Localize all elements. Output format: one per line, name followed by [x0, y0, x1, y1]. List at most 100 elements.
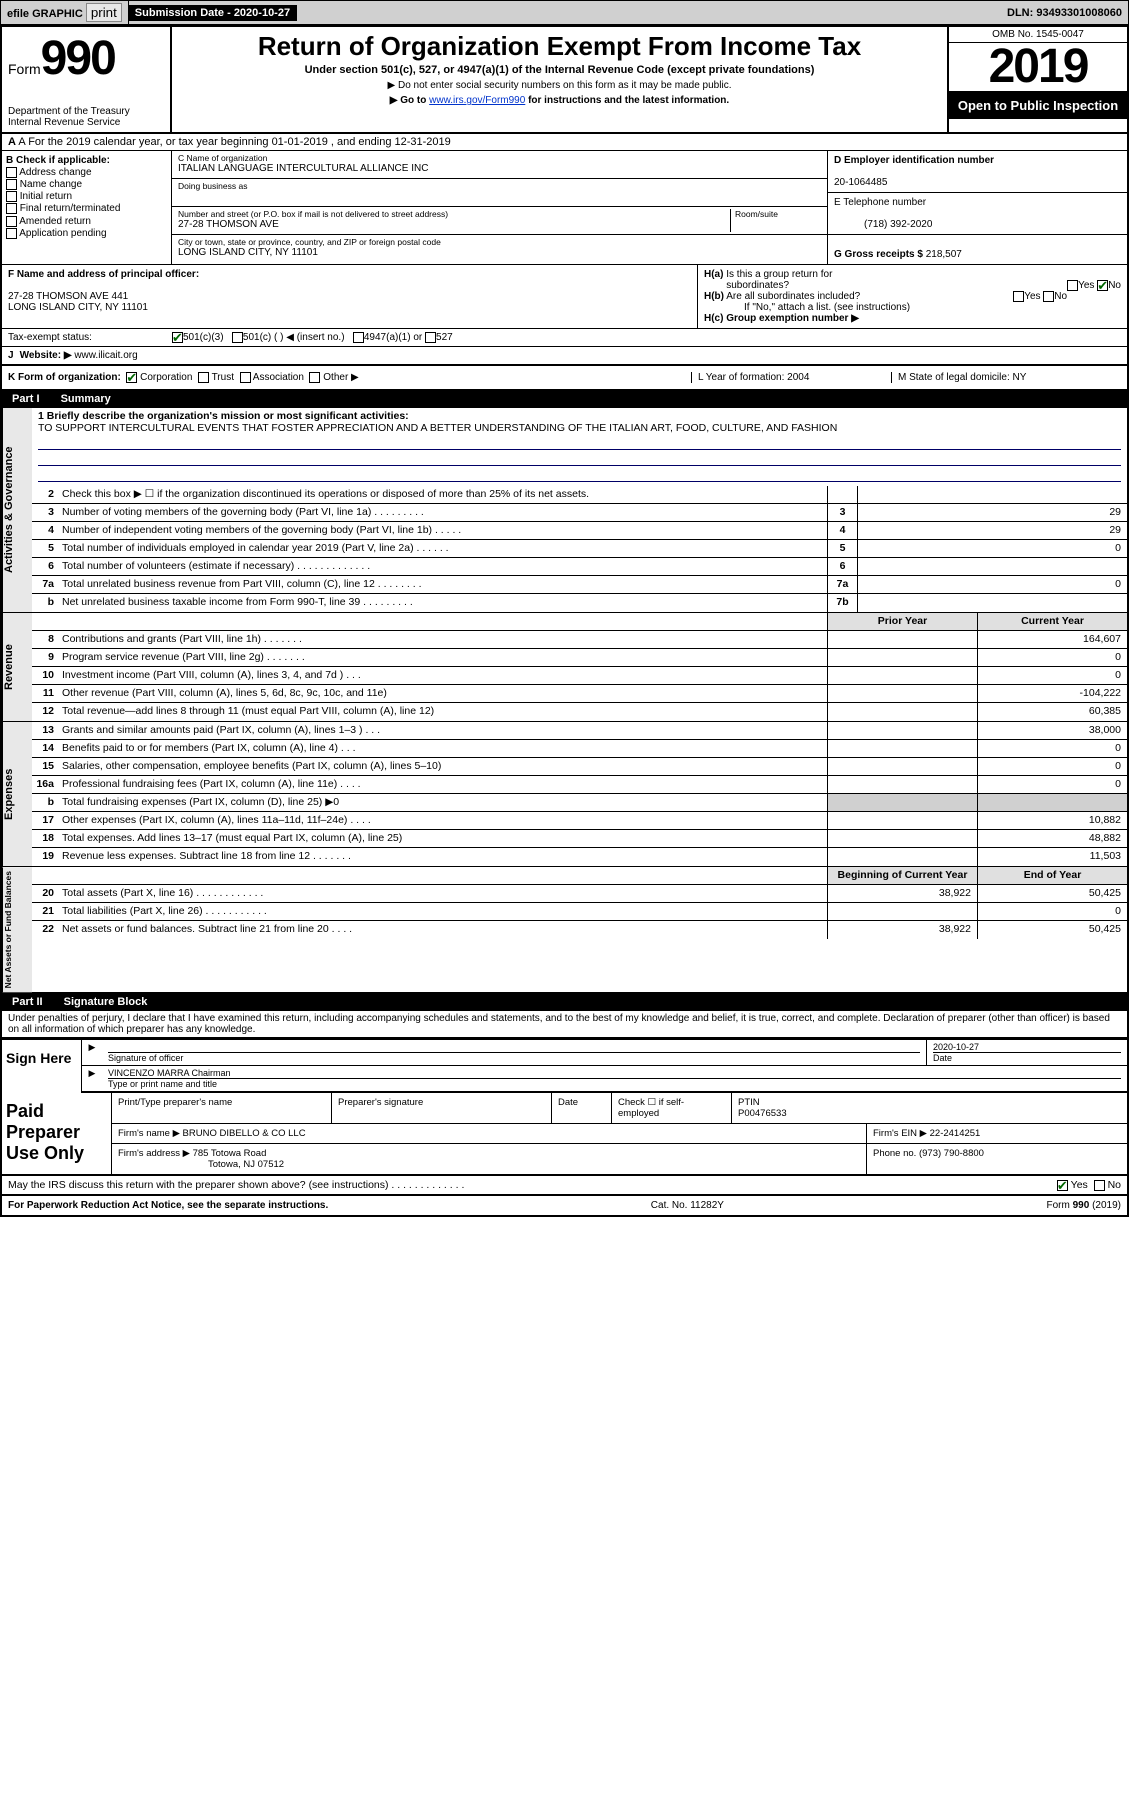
- chk-527[interactable]: [425, 332, 436, 343]
- website-value: www.ilicait.org: [74, 350, 137, 361]
- chk-other[interactable]: [309, 372, 320, 383]
- footer: For Paperwork Reduction Act Notice, see …: [2, 1196, 1127, 1215]
- footer-left: For Paperwork Reduction Act Notice, see …: [8, 1200, 328, 1211]
- col-b-checkboxes: B Check if applicable: Address change Na…: [2, 151, 172, 264]
- summary-row: 20Total assets (Part X, line 16) . . . .…: [32, 885, 1127, 903]
- submission-date: Submission Date - 2020-10-27: [129, 5, 297, 21]
- header-mid: Return of Organization Exempt From Incom…: [172, 27, 947, 132]
- governance-section: Activities & Governance 1 Briefly descri…: [2, 408, 1127, 613]
- summary-row: 7aTotal unrelated business revenue from …: [32, 576, 1127, 594]
- vlabel-governance: Activities & Governance: [2, 408, 32, 612]
- sig-arrow-icon-2: ▶: [82, 1066, 102, 1091]
- summary-row: 16aProfessional fundraising fees (Part I…: [32, 776, 1127, 794]
- tax-year: 2019: [949, 43, 1127, 92]
- entity-block: B Check if applicable: Address change Na…: [2, 151, 1127, 265]
- summary-row: 14Benefits paid to or for members (Part …: [32, 740, 1127, 758]
- summary-row: 15Salaries, other compensation, employee…: [32, 758, 1127, 776]
- summary-row: 5Total number of individuals employed in…: [32, 540, 1127, 558]
- header-right: OMB No. 1545-0047 2019 Open to Public In…: [947, 27, 1127, 132]
- form-subtitle: Under section 501(c), 527, or 4947(a)(1)…: [180, 64, 939, 76]
- group-return-cell: H(a) Is this a group return for subordin…: [697, 265, 1127, 328]
- chk-final[interactable]: [6, 203, 17, 214]
- ha-no[interactable]: [1097, 280, 1108, 291]
- chk-trust[interactable]: [198, 372, 209, 383]
- dln: DLN: 93493301008060: [1001, 5, 1128, 21]
- city-cell: City or town, state or province, country…: [172, 235, 827, 263]
- part2-header: Part II Signature Block: [2, 994, 1127, 1011]
- netassets-section: Net Assets or Fund Balances Beginning of…: [2, 867, 1127, 994]
- penalty-text: Under penalties of perjury, I declare th…: [2, 1011, 1127, 1039]
- summary-row: 13Grants and similar amounts paid (Part …: [32, 722, 1127, 740]
- state-domicile: M State of legal domicile: NY: [891, 372, 1121, 383]
- sig-arrow-icon: ▶: [82, 1040, 102, 1065]
- footer-mid: Cat. No. 11282Y: [651, 1200, 724, 1211]
- summary-row: 12Total revenue—add lines 8 through 11 (…: [32, 703, 1127, 721]
- form-label: Form: [8, 61, 41, 77]
- summary-row: bNet unrelated business taxable income f…: [32, 594, 1127, 612]
- summary-row: 18Total expenses. Add lines 13–17 (must …: [32, 830, 1127, 848]
- summary-row: 21Total liabilities (Part X, line 26) . …: [32, 903, 1127, 921]
- discuss-no[interactable]: [1094, 1180, 1105, 1191]
- sign-here-label: Sign Here: [2, 1040, 82, 1093]
- ha-yes[interactable]: [1067, 280, 1078, 291]
- year-formation: L Year of formation: 2004: [691, 372, 891, 383]
- chk-amended[interactable]: [6, 216, 17, 227]
- chk-initial[interactable]: [6, 191, 17, 202]
- col-c-name-addr: C Name of organization ITALIAN LANGUAGE …: [172, 151, 827, 264]
- header-left: Form990 Department of the Treasury Inter…: [2, 27, 172, 132]
- col-right: D Employer identification number 20-1064…: [827, 151, 1127, 264]
- part1-header: Part I Summary: [2, 391, 1127, 408]
- expenses-section: Expenses 13Grants and similar amounts pa…: [2, 722, 1127, 867]
- chk-4947[interactable]: [353, 332, 364, 343]
- sign-here-block: Sign Here ▶ Signature of officer 2020-10…: [2, 1039, 1127, 1093]
- summary-row: 19Revenue less expenses. Subtract line 1…: [32, 848, 1127, 866]
- chk-address[interactable]: [6, 167, 17, 178]
- form-header: Form990 Department of the Treasury Inter…: [2, 27, 1127, 134]
- form-990: Form990 Department of the Treasury Inter…: [0, 25, 1129, 1217]
- org-name-cell: C Name of organization ITALIAN LANGUAGE …: [172, 151, 827, 179]
- vlabel-revenue: Revenue: [2, 613, 32, 721]
- addr-cell: Number and street (or P.O. box if mail i…: [172, 207, 827, 235]
- net-header-row: Beginning of Current Year End of Year: [32, 867, 1127, 885]
- hb-yes[interactable]: [1013, 291, 1024, 302]
- public-inspection: Open to Public Inspection: [949, 92, 1127, 119]
- form-number: 990: [41, 32, 115, 85]
- chk-501c3[interactable]: [172, 332, 183, 343]
- ein-cell: D Employer identification number 20-1064…: [828, 151, 1127, 193]
- dba-cell: Doing business as: [172, 179, 827, 207]
- irs-label: Internal Revenue Service: [8, 117, 164, 128]
- summary-row: bTotal fundraising expenses (Part IX, co…: [32, 794, 1127, 812]
- summary-row: 17Other expenses (Part IX, column (A), l…: [32, 812, 1127, 830]
- mission-block: 1 Briefly describe the organization's mi…: [32, 408, 1127, 486]
- note-link: ▶ Go to www.irs.gov/Form990 for instruct…: [180, 95, 939, 106]
- row-fh: F Name and address of principal officer:…: [2, 265, 1127, 329]
- summary-row: 9Program service revenue (Part VIII, lin…: [32, 649, 1127, 667]
- summary-row: 2Check this box ▶ ☐ if the organization …: [32, 486, 1127, 504]
- discuss-yes[interactable]: [1057, 1180, 1068, 1191]
- chk-501c[interactable]: [232, 332, 243, 343]
- summary-row: 8Contributions and grants (Part VIII, li…: [32, 631, 1127, 649]
- footer-right: Form 990 (2019): [1047, 1200, 1121, 1211]
- summary-row: 6Total number of volunteers (estimate if…: [32, 558, 1127, 576]
- rev-header-row: Prior Year Current Year: [32, 613, 1127, 631]
- form-title: Return of Organization Exempt From Incom…: [180, 31, 939, 62]
- row-tax-status: Tax-exempt status: 501(c)(3) 501(c) ( ) …: [2, 329, 1127, 347]
- summary-row: 11Other revenue (Part VIII, column (A), …: [32, 685, 1127, 703]
- top-bar: efile GRAPHIC print Submission Date - 20…: [0, 0, 1129, 25]
- revenue-section: Revenue Prior Year Current Year 8Contrib…: [2, 613, 1127, 722]
- chk-assoc[interactable]: [240, 372, 251, 383]
- chk-corp[interactable]: [126, 372, 137, 383]
- chk-pending[interactable]: [6, 228, 17, 239]
- summary-row: 10Investment income (Part VIII, column (…: [32, 667, 1127, 685]
- chk-name[interactable]: [6, 179, 17, 190]
- summary-row: 4Number of independent voting members of…: [32, 522, 1127, 540]
- hb-no[interactable]: [1043, 291, 1054, 302]
- line-a: A A For the 2019 calendar year, or tax y…: [2, 134, 1127, 151]
- print-button[interactable]: print: [86, 3, 122, 22]
- note-ssn: ▶ Do not enter social security numbers o…: [180, 80, 939, 91]
- tel-cell: E Telephone number (718) 392-2020: [828, 193, 1127, 235]
- irs-link[interactable]: www.irs.gov/Form990: [429, 95, 525, 106]
- row-website: J Website: ▶ www.ilicait.org: [2, 347, 1127, 366]
- summary-row: 22Net assets or fund balances. Subtract …: [32, 921, 1127, 939]
- dept-label: Department of the Treasury: [8, 106, 164, 117]
